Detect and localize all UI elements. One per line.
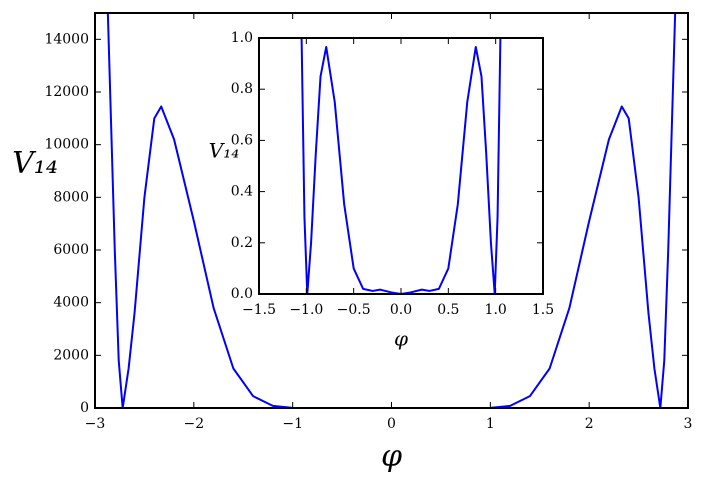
- y-tick-label: 2000: [53, 347, 89, 363]
- y-tick-label: 4000: [53, 295, 89, 311]
- x-tick-label: −1: [282, 416, 303, 432]
- x-tick-label: 0: [387, 416, 396, 432]
- x-tick-label: −3: [85, 416, 106, 432]
- y-tick-label: 10000: [44, 137, 89, 153]
- x-tick-label: 1.0: [485, 302, 507, 318]
- y-tick-label: 0.4: [231, 184, 253, 200]
- x-tick-label: 0.5: [437, 302, 459, 318]
- line: [300, 38, 502, 294]
- x-tick-label: 1.5: [532, 302, 554, 318]
- line: [106, 13, 677, 408]
- y-axis-label: V₁₄: [12, 146, 58, 181]
- x-tick-label: −0.5: [337, 302, 371, 318]
- y-tick-label: 8000: [53, 189, 89, 205]
- x-axis-label: φ: [381, 439, 402, 474]
- y-tick-label: 12000: [44, 84, 89, 100]
- y-tick-label: 0.6: [231, 132, 253, 148]
- y-tick-label: 6000: [53, 242, 89, 258]
- x-tick-label: 1: [486, 416, 495, 432]
- y-tick-label: 1.0: [231, 30, 253, 46]
- x-tick-label: 3: [684, 416, 693, 432]
- x-tick-label: −1.0: [289, 302, 323, 318]
- x-tick-label: 2: [585, 416, 594, 432]
- x-axis-label: φ: [394, 327, 408, 351]
- y-tick-label: 0.8: [231, 81, 253, 97]
- y-tick-label: 0.0: [231, 286, 253, 302]
- x-tick-label: 0.0: [390, 302, 412, 318]
- y-tick-label: 0: [80, 400, 89, 416]
- y-axis-label: V₁₄: [209, 139, 239, 163]
- x-tick-label: −1.5: [242, 302, 276, 318]
- y-tick-label: 14000: [44, 31, 89, 47]
- x-tick-label: −2: [184, 416, 205, 432]
- y-tick-label: 0.2: [231, 235, 253, 251]
